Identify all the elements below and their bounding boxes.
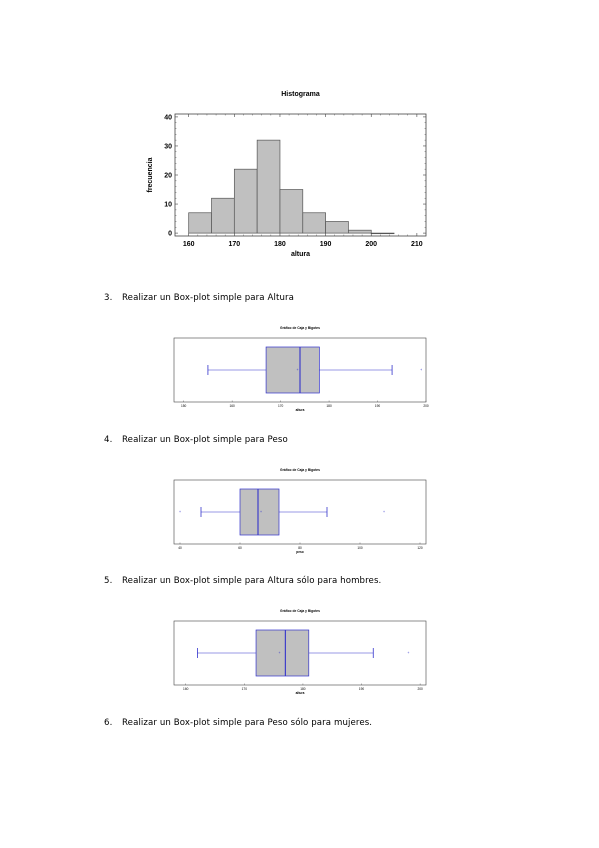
x-tick-label: 170 [242,687,248,691]
x-tick-label: 150 [181,404,187,408]
step-6: 6. Realizar un Box-plot simple para Peso … [104,718,372,728]
step-number: 6. [104,718,113,728]
x-axis-label: peso [296,550,303,554]
histogram-bar [279,189,304,234]
x-tick-label: 200 [365,241,377,248]
y-tick-label: 10 [164,202,172,209]
x-tick-label: 180 [300,687,306,691]
x-tick-label: 170 [278,404,284,408]
step-number: 3. [104,293,113,303]
box [239,488,280,536]
y-tick-label: 0 [168,231,172,238]
x-axis-label: altura [296,408,305,412]
histogram-bar [233,168,258,234]
outlier-point: + [420,368,422,372]
histogram-bar [370,232,395,235]
mean-marker: + [297,368,299,372]
x-tick-label: 120 [417,546,423,550]
mean-marker: + [278,651,280,655]
mean-marker: + [260,510,262,514]
x-tick-label: 190 [359,687,365,691]
step-text: Realizar un Box-plot simple para Altura [122,293,294,303]
x-tick-label: 160 [229,404,235,408]
histogram-chart: Histograma 160 170 180 190 200 210 0 10 20 30 40 alt… [147,91,427,258]
x-tick-label: 200 [423,404,429,408]
boxplot-altura: Gráfico de Caja y Bigotes + +150 160 170 180 1… [173,326,429,412]
x-tick-label: 160 [183,687,189,691]
step-4: 4. Realizar un Box-plot simple para Peso [104,435,288,445]
x-tick-label: 190 [375,404,381,408]
step-text: Realizar un Box-plot simple para Peso só… [122,718,373,728]
histogram-bar [211,197,235,234]
x-axis-label: altura [296,691,305,695]
x-tick-label: 210 [411,241,423,248]
histogram-bar [256,139,281,234]
histogram-bar [325,221,349,234]
x-tick-label: 180 [274,241,286,248]
x-tick-label: 190 [320,241,332,248]
boxplot-altura-hombres: Gráfico de Caja y Bigotes + +160 170 180 190 2… [173,609,427,695]
chart-title: Histograma [281,91,320,98]
outlier-point: + [383,510,385,514]
histogram-bar [348,229,372,234]
step-5: 5. Realizar un Box-plot simple para Altur… [104,576,381,586]
chart-title: Gráfico de Caja y Bigotes [280,468,320,472]
x-tick-label: 180 [326,404,332,408]
x-tick-label: 160 [183,241,195,248]
chart-title: Gráfico de Caja y Bigotes [280,326,320,330]
histogram-bar [188,212,212,234]
x-tick-label: 170 [228,241,240,248]
y-tick-label: 30 [164,143,172,150]
step-number: 4. [104,435,113,445]
step-3: 3. Realizar un Box-plot simple para Altur… [104,293,294,303]
x-tick-label: 200 [417,687,423,691]
box [265,346,320,394]
x-tick-label: 60 [238,546,242,550]
x-tick-label: 80 [298,546,302,550]
y-tick-label: 40 [164,114,172,121]
box [255,629,310,677]
x-axis-label: altura [291,251,310,258]
chart-title: Gráfico de Caja y Bigotes [280,609,320,613]
boxplot-peso: Gráfico de Caja y Bigotes + + +40 60 80 100 120… [173,468,427,554]
step-text: Realizar un Box-plot simple para Altura … [122,576,382,586]
outlier-point: + [179,510,181,514]
outlier-point: + [407,651,409,655]
y-axis-label: frecuencia [147,157,154,192]
x-tick-label: 40 [178,546,182,550]
x-tick-label: 100 [357,546,363,550]
step-number: 5. [104,576,113,586]
y-tick-label: 20 [164,173,172,180]
histogram-bar [302,212,326,234]
step-text: Realizar un Box-plot simple para Peso [122,435,288,445]
